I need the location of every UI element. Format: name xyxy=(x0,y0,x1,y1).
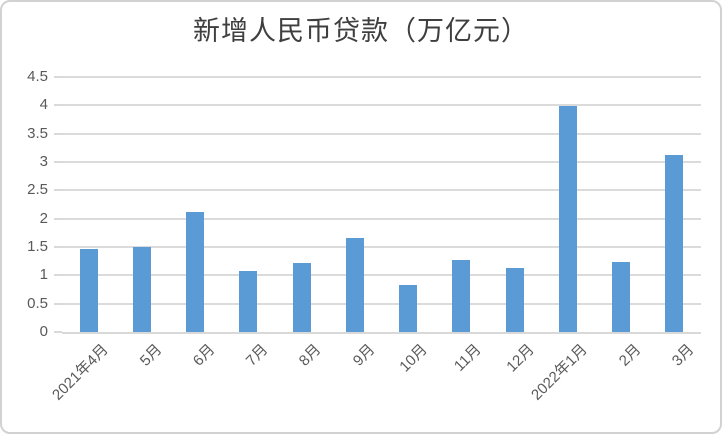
y-axis-label: 2 xyxy=(39,209,48,227)
gridline xyxy=(62,302,701,305)
x-axis-label: 2022年1月 xyxy=(528,341,591,404)
bar xyxy=(505,267,524,332)
y-tick xyxy=(54,189,62,192)
gridline xyxy=(62,274,701,277)
bar xyxy=(558,106,577,332)
gridline xyxy=(62,217,701,220)
x-axis-label: 12月 xyxy=(503,341,538,376)
bar xyxy=(612,262,631,332)
x-axis-label: 11月 xyxy=(450,341,485,375)
bar xyxy=(239,270,258,332)
y-axis-label: 4.5 xyxy=(27,68,48,85)
x-axis-label: 10月 xyxy=(396,341,432,376)
x-axis-label: 5月 xyxy=(136,341,165,370)
bar xyxy=(399,284,418,332)
y-tick xyxy=(54,132,62,135)
x-axis-label: 2月 xyxy=(615,341,645,370)
gridline xyxy=(62,161,701,163)
x-axis-label: 8月 xyxy=(296,341,325,370)
bar xyxy=(186,211,205,332)
y-tick xyxy=(54,217,62,220)
gridline xyxy=(62,246,701,248)
x-axis-label: 2021年4月 xyxy=(48,341,112,404)
gridline xyxy=(62,189,701,192)
bar xyxy=(132,247,151,332)
y-axis-label: 1 xyxy=(39,266,48,284)
bar xyxy=(79,248,98,332)
y-tick xyxy=(54,246,62,248)
y-axis-label: 2.5 xyxy=(27,181,48,199)
y-axis-label: 0.5 xyxy=(27,294,48,312)
y-axis-label: 3 xyxy=(39,153,48,170)
bar xyxy=(345,237,364,332)
y-tick xyxy=(54,104,62,107)
x-axis-label: 9月 xyxy=(349,341,378,370)
x-axis-label: 3月 xyxy=(668,341,698,370)
y-tick xyxy=(54,161,62,163)
y-axis-label: 3.5 xyxy=(27,124,48,142)
y-tick xyxy=(54,331,62,333)
plot-area xyxy=(54,76,701,334)
gridline xyxy=(62,132,701,135)
x-axis-line xyxy=(62,332,701,334)
gridline xyxy=(62,104,701,107)
chart-title: 新增人民币贷款（万亿元） xyxy=(193,16,529,46)
bar xyxy=(292,262,311,332)
bar xyxy=(665,154,684,332)
bar xyxy=(452,260,471,332)
y-axis-label: 1.5 xyxy=(27,238,48,255)
y-tick xyxy=(54,274,62,277)
y-tick xyxy=(54,76,62,78)
x-axis-label: 7月 xyxy=(242,341,272,370)
x-axis-label: 6月 xyxy=(189,341,219,370)
y-tick xyxy=(54,302,62,305)
y-axis-label: 0 xyxy=(39,323,48,340)
y-axis-label: 4 xyxy=(39,96,48,114)
gridline xyxy=(62,76,701,78)
